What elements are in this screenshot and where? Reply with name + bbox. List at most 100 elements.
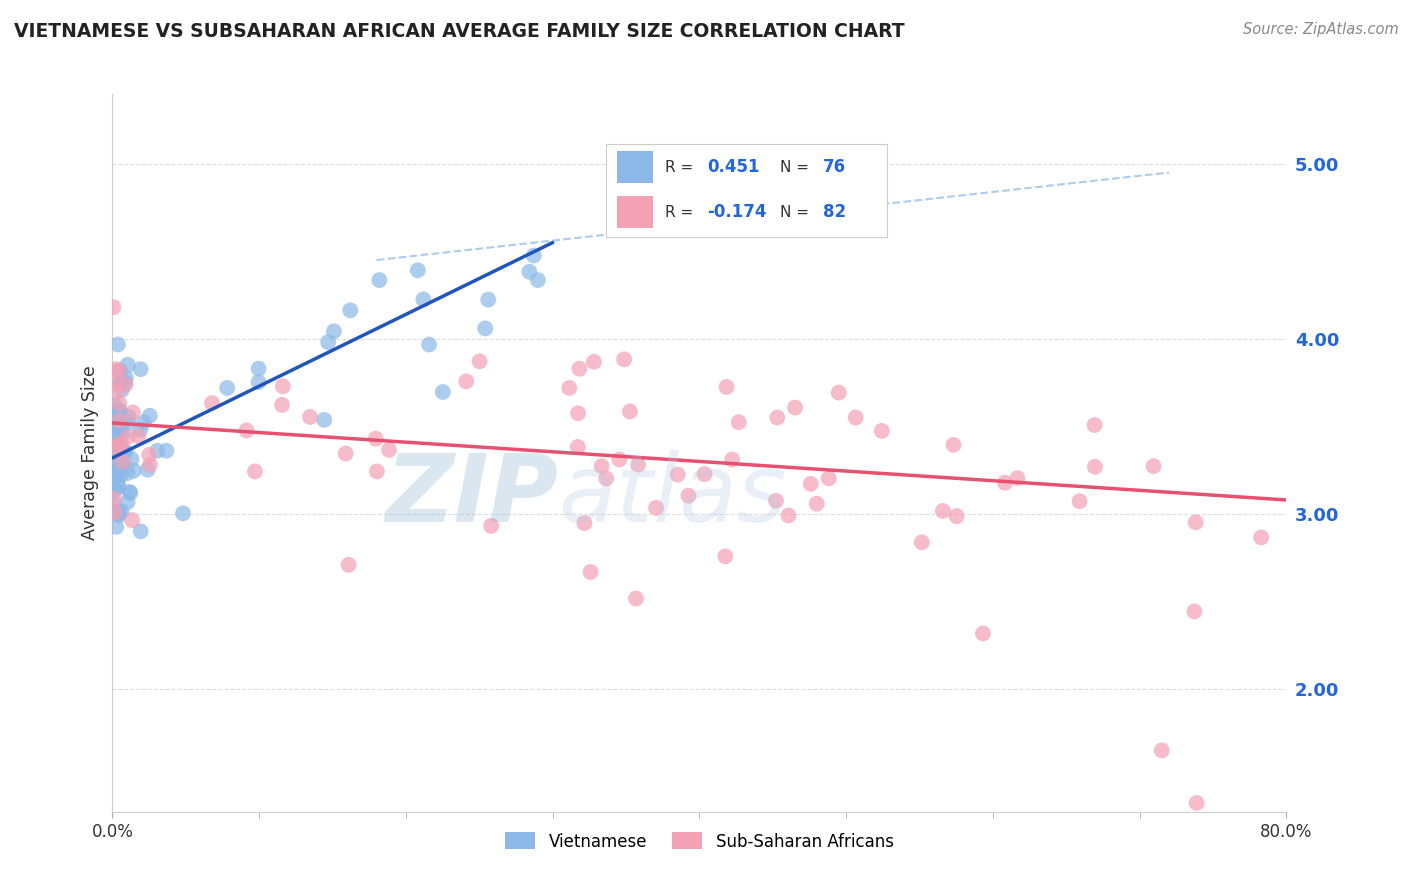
Point <box>117 430 139 444</box>
Point <box>117 466 139 480</box>
Point <box>111 455 134 469</box>
Point <box>110 419 132 434</box>
Point <box>432 384 454 399</box>
Point <box>1182 604 1205 618</box>
Point <box>721 452 744 467</box>
Point <box>574 516 596 530</box>
Point <box>108 506 131 520</box>
Point <box>368 273 391 287</box>
Text: R =: R = <box>665 160 693 175</box>
Point <box>105 384 128 399</box>
Point <box>364 432 387 446</box>
Point <box>110 450 132 464</box>
Point <box>271 379 294 393</box>
Point <box>366 465 388 479</box>
Text: Source: ZipAtlas.com: Source: ZipAtlas.com <box>1243 22 1399 37</box>
Point <box>103 491 125 506</box>
Point <box>105 458 128 473</box>
Point <box>121 513 143 527</box>
Point <box>247 361 270 376</box>
Point <box>678 489 700 503</box>
Point <box>104 464 127 478</box>
Point <box>579 565 602 579</box>
Point <box>619 404 641 418</box>
Point <box>783 401 806 415</box>
Point <box>201 396 224 410</box>
Point <box>111 383 134 397</box>
Point <box>108 403 131 417</box>
Point <box>114 377 136 392</box>
Point <box>766 410 789 425</box>
Point <box>217 381 239 395</box>
Point <box>994 475 1017 490</box>
Text: 0.451: 0.451 <box>707 158 759 177</box>
Point <box>110 374 132 388</box>
Point <box>845 410 868 425</box>
Point <box>932 504 955 518</box>
Point <box>139 458 162 472</box>
Point <box>108 364 131 378</box>
Point <box>105 443 128 458</box>
Point <box>627 458 650 472</box>
Point <box>117 416 139 430</box>
Point <box>666 467 689 482</box>
Point <box>129 524 152 539</box>
Point <box>103 300 125 314</box>
Point <box>1185 796 1208 810</box>
Point <box>108 363 131 377</box>
Point <box>172 506 194 520</box>
Point <box>122 464 145 478</box>
Point <box>316 335 339 350</box>
Point <box>108 414 131 428</box>
Point <box>104 483 127 497</box>
Point <box>110 467 132 482</box>
Text: atlas: atlas <box>558 450 787 541</box>
Point <box>243 464 266 478</box>
Point <box>378 442 401 457</box>
Point <box>517 265 540 279</box>
Point <box>108 508 131 523</box>
Point <box>299 409 322 424</box>
Point <box>1084 459 1107 474</box>
Point <box>322 324 344 338</box>
Point <box>778 508 800 523</box>
Point <box>716 380 738 394</box>
Point <box>110 436 132 450</box>
Point <box>527 273 550 287</box>
Point <box>104 398 127 412</box>
Point <box>468 354 491 368</box>
Point <box>714 549 737 564</box>
Point <box>247 375 270 389</box>
Point <box>235 424 257 438</box>
Text: ZIP: ZIP <box>385 450 558 541</box>
Point <box>567 440 589 454</box>
Point <box>523 248 546 262</box>
Text: 82: 82 <box>823 203 845 221</box>
Point <box>765 493 787 508</box>
Point <box>335 446 357 460</box>
Text: 76: 76 <box>823 158 845 177</box>
Bar <box>617 152 654 183</box>
Point <box>118 409 141 424</box>
Point <box>103 417 125 432</box>
Text: -0.174: -0.174 <box>707 203 766 221</box>
Point <box>107 462 129 476</box>
Point <box>114 375 136 389</box>
Point <box>105 430 128 444</box>
Point <box>1250 531 1272 545</box>
Point <box>105 376 128 391</box>
Point <box>132 415 155 429</box>
Point <box>406 263 429 277</box>
Point <box>139 409 162 423</box>
Point <box>568 361 591 376</box>
Point <box>107 465 129 479</box>
Point <box>1142 459 1164 474</box>
Text: N =: N = <box>780 204 810 219</box>
Point <box>103 415 125 429</box>
Point <box>121 452 143 467</box>
Point <box>911 535 934 549</box>
Point <box>114 445 136 459</box>
Point <box>1007 471 1029 485</box>
Point <box>103 464 125 478</box>
Point <box>107 432 129 446</box>
